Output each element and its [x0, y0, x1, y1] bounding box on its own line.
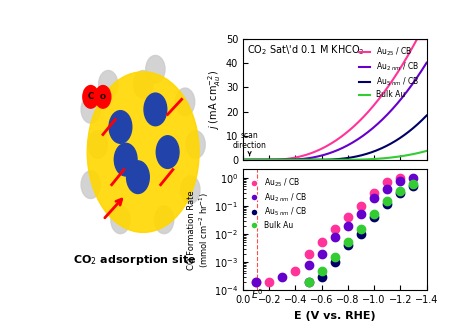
Point [397, 178, 404, 183]
Point [370, 212, 378, 217]
Y-axis label: $j$ (mA cm$^{-2}_{Au}$): $j$ (mA cm$^{-2}_{Au}$) [206, 69, 223, 129]
Point [357, 203, 365, 209]
Circle shape [81, 96, 100, 123]
Point [370, 195, 378, 200]
Point [410, 175, 417, 181]
Point [397, 188, 404, 193]
Circle shape [146, 55, 165, 83]
Text: O: O [100, 94, 106, 100]
Point [318, 240, 326, 245]
Text: CO$_2$ adsorption site: CO$_2$ adsorption site [73, 253, 197, 267]
Point [318, 268, 326, 273]
Point [357, 231, 365, 237]
Point [331, 227, 338, 232]
Point [410, 184, 417, 189]
Point [265, 279, 273, 284]
Point [344, 240, 352, 245]
Legend: Au$_{25}$ / CB, Au$_{2\ nm}$ / CB, Au$_{5\ nm}$ / CB, Bulk Au: Au$_{25}$ / CB, Au$_{2\ nm}$ / CB, Au$_{… [356, 43, 423, 102]
Circle shape [186, 131, 205, 158]
Circle shape [134, 70, 153, 98]
Point [331, 234, 338, 239]
Point [357, 227, 365, 232]
Circle shape [156, 136, 179, 169]
Circle shape [175, 88, 195, 116]
Point [383, 180, 391, 185]
Text: scan
direction: scan direction [233, 131, 266, 156]
Circle shape [111, 206, 130, 234]
Point [344, 243, 352, 248]
Circle shape [127, 161, 149, 194]
Point [305, 279, 312, 284]
Circle shape [114, 143, 137, 176]
Point [331, 255, 338, 260]
Point [383, 199, 391, 204]
Point [252, 279, 260, 284]
Text: $E^0$: $E^0$ [251, 287, 264, 301]
Point [357, 212, 365, 217]
Point [318, 251, 326, 256]
Point [305, 251, 312, 256]
Circle shape [109, 111, 132, 143]
Point [318, 274, 326, 279]
Text: C: C [88, 92, 94, 101]
Point [397, 175, 404, 181]
Point [305, 279, 312, 284]
Circle shape [155, 206, 174, 234]
Point [305, 262, 312, 267]
Point [370, 215, 378, 220]
Point [383, 201, 391, 206]
Point [344, 223, 352, 228]
Circle shape [88, 131, 107, 158]
Y-axis label: CO Formation Rate
(mmol cm$^{-2}$ hr$^{-1}$): CO Formation Rate (mmol cm$^{-2}$ hr$^{-… [187, 190, 211, 270]
Circle shape [99, 70, 118, 98]
Point [397, 190, 404, 195]
Point [279, 274, 286, 279]
Legend: Au$_{25}$ / CB, Au$_{2\ nm}$ / CB, Au$_{5\ nm}$ / CB, Bulk Au: Au$_{25}$ / CB, Au$_{2\ nm}$ / CB, Au$_{… [247, 173, 310, 233]
Point [383, 186, 391, 192]
Point [331, 259, 338, 265]
Circle shape [87, 72, 199, 232]
Circle shape [81, 171, 100, 199]
Circle shape [144, 93, 167, 126]
X-axis label: E (V vs. RHE): E (V vs. RHE) [294, 311, 375, 320]
Circle shape [95, 85, 111, 108]
Point [292, 268, 299, 273]
Point [370, 190, 378, 195]
Circle shape [83, 85, 99, 108]
Text: CO$_2$ Sat\'d 0.1 M KHCO$_3$: CO$_2$ Sat\'d 0.1 M KHCO$_3$ [246, 43, 365, 56]
Point [252, 279, 260, 284]
Point [344, 215, 352, 220]
Circle shape [181, 176, 200, 203]
Point [410, 182, 417, 187]
